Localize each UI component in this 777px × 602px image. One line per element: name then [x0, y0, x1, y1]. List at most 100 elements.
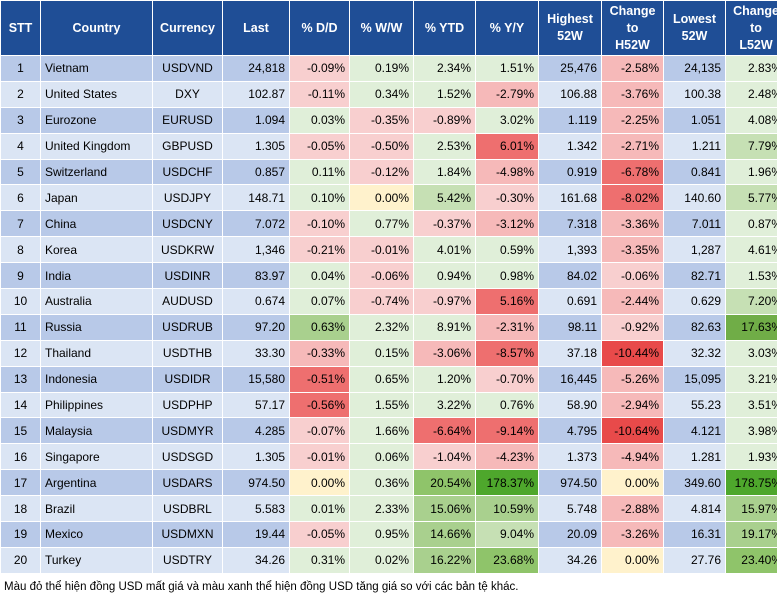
header-change-h52w: Change to H52W: [601, 0, 664, 56]
cell-stt: 8: [0, 236, 41, 264]
header-stt: STT: [0, 0, 41, 56]
table-row: 13 Indonesia USDIDR 15,580 -0.51% 0.65% 1.20% -…: [0, 365, 777, 393]
cell-country: Switzerland: [40, 158, 153, 186]
cell-highest-52w: 58.90: [538, 391, 602, 419]
table-row: 11 Russia USDRUB 97.20 0.63% 2.32% 8.91% -2.31%…: [0, 313, 777, 341]
cell-pct-ytd: 2.34%: [413, 55, 476, 82]
cell-pct-ww: -0.12%: [349, 158, 414, 186]
cell-change-l52w: 3.21%: [725, 365, 777, 393]
cell-last: 15,580: [222, 365, 290, 393]
table-row: 17 Argentina USDARS 974.50 0.00% 0.36% 20.54% 1…: [0, 469, 777, 497]
cell-currency: USDBRL: [152, 495, 223, 523]
cell-pct-dd: -0.07%: [289, 417, 350, 445]
cell-last: 102.87: [222, 80, 290, 108]
header-highest-52w: Highest 52W: [538, 0, 602, 56]
cell-lowest-52w: 15,095: [663, 365, 726, 393]
table-row: 5 Switzerland USDCHF 0.857 0.11% -0.12% 1.84% -…: [0, 158, 777, 186]
cell-last: 97.20: [222, 313, 290, 341]
cell-country: India: [40, 262, 153, 290]
cell-stt: 20: [0, 546, 41, 574]
cell-pct-ytd: -0.89%: [413, 106, 476, 134]
cell-change-l52w: 15.97%: [725, 495, 777, 523]
cell-currency: GBPUSD: [152, 132, 223, 160]
cell-highest-52w: 974.50: [538, 469, 602, 497]
cell-pct-ytd: -3.06%: [413, 339, 476, 367]
cell-pct-ytd: 2.53%: [413, 132, 476, 160]
cell-pct-ww: 0.19%: [349, 55, 414, 82]
table-row: 6 Japan USDJPY 148.71 0.10% 0.00% 5.42% -0.30% 1…: [0, 184, 777, 212]
table-row: 9 India USDINR 83.97 0.04% -0.06% 0.94% 0.98% 84…: [0, 262, 777, 290]
cell-country: Eurozone: [40, 106, 153, 134]
cell-stt: 4: [0, 132, 41, 160]
cell-pct-ytd: 0.94%: [413, 262, 476, 290]
table-row: 8 Korea USDKRW 1,346 -0.21% -0.01% 4.01% 0.59% 1…: [0, 236, 777, 264]
cell-pct-yy: 3.02%: [475, 106, 539, 134]
cell-country: Argentina: [40, 469, 153, 497]
cell-last: 1.305: [222, 443, 290, 471]
cell-pct-dd: 0.10%: [289, 184, 350, 212]
cell-pct-dd: -0.10%: [289, 210, 350, 238]
cell-lowest-52w: 4.121: [663, 417, 726, 445]
cell-stt: 6: [0, 184, 41, 212]
cell-last: 4.285: [222, 417, 290, 445]
cell-pct-dd: 0.04%: [289, 262, 350, 290]
table-row: 3 Eurozone EURUSD 1.094 0.03% -0.35% -0.89% 3.0…: [0, 106, 777, 134]
cell-change-h52w: -3.26%: [601, 521, 664, 548]
cell-currency: USDPHP: [152, 391, 223, 419]
cell-pct-yy: 178.37%: [475, 469, 539, 497]
cell-change-l52w: 7.20%: [725, 288, 777, 315]
cell-currency: USDCHF: [152, 158, 223, 186]
cell-pct-ytd: -0.97%: [413, 288, 476, 315]
cell-stt: 11: [0, 313, 41, 341]
cell-country: Malaysia: [40, 417, 153, 445]
cell-change-h52w: 0.00%: [601, 546, 664, 574]
header-pct-dd: % D/D: [289, 0, 350, 56]
cell-pct-dd: -0.01%: [289, 443, 350, 471]
cell-stt: 9: [0, 262, 41, 290]
cell-change-l52w: 3.03%: [725, 339, 777, 367]
cell-last: 83.97: [222, 262, 290, 290]
cell-pct-dd: 0.07%: [289, 288, 350, 315]
cell-pct-yy: -2.79%: [475, 80, 539, 108]
cell-last: 24,818: [222, 55, 290, 82]
table-row: 14 Philippines USDPHP 57.17 -0.56% 1.55% 3.22%…: [0, 391, 777, 419]
cell-currency: USDMYR: [152, 417, 223, 445]
cell-pct-ytd: 1.52%: [413, 80, 476, 108]
cell-highest-52w: 34.26: [538, 546, 602, 574]
cell-pct-yy: 0.98%: [475, 262, 539, 290]
cell-country: Turkey: [40, 546, 153, 574]
cell-pct-ww: -0.01%: [349, 236, 414, 264]
cell-currency: USDKRW: [152, 236, 223, 264]
cell-pct-yy: 0.59%: [475, 236, 539, 264]
table-row: 16 Singapore USDSGD 1.305 -0.01% 0.06% -1.04% -…: [0, 443, 777, 471]
cell-last: 0.674: [222, 288, 290, 315]
cell-pct-yy: 6.01%: [475, 132, 539, 160]
cell-last: 0.857: [222, 158, 290, 186]
cell-highest-52w: 25,476: [538, 55, 602, 82]
cell-pct-ww: -0.50%: [349, 132, 414, 160]
table-row: 20 Turkey USDTRY 34.26 0.31% 0.02% 16.22% 23.68…: [0, 546, 777, 574]
cell-highest-52w: 7.318: [538, 210, 602, 238]
table-row: 12 Thailand USDTHB 33.30 -0.33% 0.15% -3.06% -8…: [0, 339, 777, 367]
cell-pct-ww: -0.35%: [349, 106, 414, 134]
cell-stt: 2: [0, 80, 41, 108]
cell-pct-ww: 2.32%: [349, 313, 414, 341]
cell-currency: USDCNY: [152, 210, 223, 238]
cell-pct-dd: 0.31%: [289, 546, 350, 574]
cell-highest-52w: 20.09: [538, 521, 602, 548]
cell-last: 5.583: [222, 495, 290, 523]
cell-pct-ytd: 3.22%: [413, 391, 476, 419]
cell-change-h52w: -2.58%: [601, 55, 664, 82]
cell-currency: DXY: [152, 80, 223, 108]
cell-lowest-52w: 16.31: [663, 521, 726, 548]
cell-pct-ytd: 1.84%: [413, 158, 476, 186]
cell-stt: 13: [0, 365, 41, 393]
cell-change-h52w: -0.06%: [601, 262, 664, 290]
cell-highest-52w: 37.18: [538, 339, 602, 367]
cell-highest-52w: 0.919: [538, 158, 602, 186]
cell-pct-dd: 0.01%: [289, 495, 350, 523]
cell-pct-ww: -0.74%: [349, 288, 414, 315]
cell-highest-52w: 1,393: [538, 236, 602, 264]
currency-table: STT Country Currency Last % D/D % W/W % …: [0, 0, 777, 574]
cell-change-h52w: -6.78%: [601, 158, 664, 186]
